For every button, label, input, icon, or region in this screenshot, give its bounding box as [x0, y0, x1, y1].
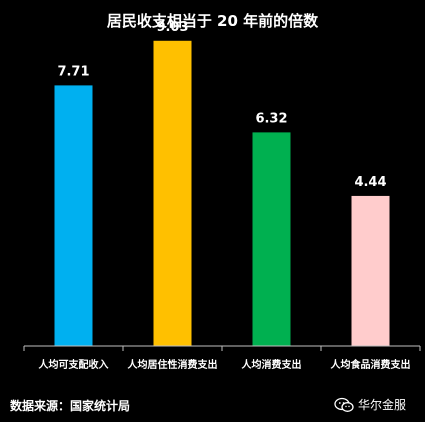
bar [54, 85, 93, 346]
value-label: 4.44 [354, 175, 386, 190]
bar [153, 40, 192, 346]
source-note: 数据来源：国家统计局 [10, 399, 131, 413]
bar [351, 195, 390, 346]
chart-title: 居民收支相当于 20 年前的倍数 [106, 12, 319, 30]
category-label: 人均可支配收入 [39, 358, 109, 371]
value-label: 6.32 [255, 111, 287, 126]
bars-group [54, 40, 390, 346]
value-labels-group: 7.71 9.03 6.32 4.44 [57, 20, 386, 190]
x-axis-ticks [23, 346, 421, 351]
bar [252, 132, 291, 346]
category-label: 人均食品消费支出 [331, 358, 411, 371]
category-labels-group: 人均可支配收入 人均居住性消费支出 人均消费支出 人均食品消费支出 [39, 358, 411, 371]
value-label: 7.71 [57, 64, 89, 79]
value-label: 9.03 [156, 20, 188, 35]
category-label: 人均消费支出 [242, 358, 302, 371]
wechat-icon [334, 397, 354, 412]
watermark-text: 华尔金服 [358, 398, 407, 412]
watermark: 华尔金服 [334, 396, 406, 413]
category-label: 人均居住性消费支出 [128, 358, 218, 371]
